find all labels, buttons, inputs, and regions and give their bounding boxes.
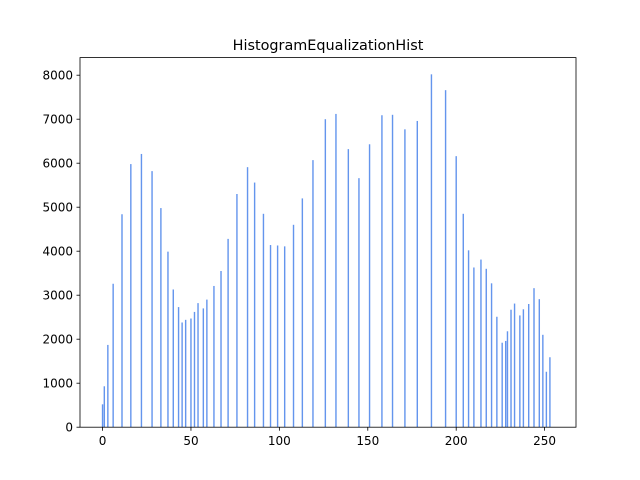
histogram-bar xyxy=(177,307,180,428)
histogram-bar xyxy=(269,245,272,428)
histogram-bar xyxy=(430,74,433,428)
axes-frame xyxy=(79,57,577,428)
y-tick-label: 8000 xyxy=(42,68,73,82)
histogram-bar xyxy=(324,119,327,428)
y-tick-label: 1000 xyxy=(42,376,73,390)
histogram-bar xyxy=(213,285,215,428)
histogram-bar xyxy=(519,315,521,428)
histogram-bar xyxy=(253,182,256,428)
histogram-bar xyxy=(522,309,525,428)
histogram-bar xyxy=(292,224,295,428)
x-tick-label: 50 xyxy=(183,434,198,448)
histogram-bar xyxy=(220,271,222,428)
histogram-bar xyxy=(542,334,544,428)
histogram-bar xyxy=(151,171,153,428)
y-tick-label: 2000 xyxy=(42,332,73,346)
histogram-bar xyxy=(167,251,169,428)
histogram-bar xyxy=(190,318,192,428)
histogram-bar xyxy=(103,386,106,428)
x-tick-label: 250 xyxy=(533,434,556,448)
histogram-bar xyxy=(358,178,360,428)
histogram-bar xyxy=(202,308,205,428)
histogram-bar xyxy=(276,245,279,428)
x-axis: 0 50 100 150 200 250 xyxy=(99,427,556,448)
histogram-bar xyxy=(467,250,470,428)
histogram-bar xyxy=(505,340,507,428)
histogram-bar xyxy=(121,214,123,428)
histogram-bar xyxy=(513,303,516,428)
histogram-bar xyxy=(197,303,199,428)
histogram-bar xyxy=(444,90,447,428)
histogram-bar xyxy=(533,288,535,428)
histogram-bar xyxy=(301,198,304,428)
histogram-bar xyxy=(347,149,350,428)
histogram-bar xyxy=(381,115,383,428)
y-tick-label: 5000 xyxy=(42,200,73,214)
x-tick-label: 0 xyxy=(99,434,107,448)
histogram-bar xyxy=(112,283,114,428)
histogram-bar xyxy=(236,194,238,428)
histogram-bar xyxy=(312,160,314,428)
histogram-bar xyxy=(510,309,512,428)
y-tick-label: 0 xyxy=(65,420,73,434)
histogram-bar xyxy=(160,208,162,428)
histogram-bar xyxy=(404,129,406,428)
y-tick-label: 7000 xyxy=(42,112,73,126)
histogram-bar xyxy=(193,311,196,428)
chart-title: HistogramEqualizationHist xyxy=(233,38,424,54)
histogram-bar xyxy=(246,167,249,428)
histogram-bar xyxy=(545,371,548,428)
y-axis: 0 1000 2000 3000 4000 5000 6000 7000 8000 xyxy=(42,68,80,434)
histogram-bar xyxy=(490,283,493,428)
x-tick-label: 200 xyxy=(445,434,468,448)
y-tick-label: 4000 xyxy=(42,244,73,258)
histogram-bar xyxy=(549,357,551,428)
histogram-bar xyxy=(480,259,482,428)
histogram-bar xyxy=(172,289,174,428)
histogram-bar xyxy=(538,299,541,428)
histogram-bar xyxy=(140,153,143,428)
histogram-bar xyxy=(368,144,371,428)
histogram-bar xyxy=(391,114,394,428)
y-tick-label: 3000 xyxy=(42,288,73,302)
histogram-bar xyxy=(283,246,286,428)
histogram-bar xyxy=(485,268,487,428)
histogram-bar xyxy=(506,331,509,428)
histogram-bar xyxy=(227,238,229,428)
histogram-bar xyxy=(501,342,503,428)
histogram-bar xyxy=(416,120,418,428)
histogram-bar xyxy=(527,304,530,428)
histogram-bar xyxy=(101,404,104,428)
x-tick-label: 150 xyxy=(356,434,379,448)
bars-group xyxy=(101,74,551,428)
histogram-bar xyxy=(462,213,464,428)
y-tick-label: 6000 xyxy=(42,156,73,170)
histogram-bar xyxy=(335,113,337,428)
histogram-bar xyxy=(206,299,208,428)
histogram-bar xyxy=(496,316,498,428)
histogram-bar xyxy=(130,164,132,428)
histogram-bar xyxy=(181,322,183,428)
x-tick-label: 100 xyxy=(268,434,291,448)
histogram-bar xyxy=(455,156,457,428)
histogram-bar xyxy=(107,344,109,428)
histogram-bar xyxy=(473,267,475,428)
histogram-bar xyxy=(262,213,265,428)
histogram-bar xyxy=(184,319,187,428)
